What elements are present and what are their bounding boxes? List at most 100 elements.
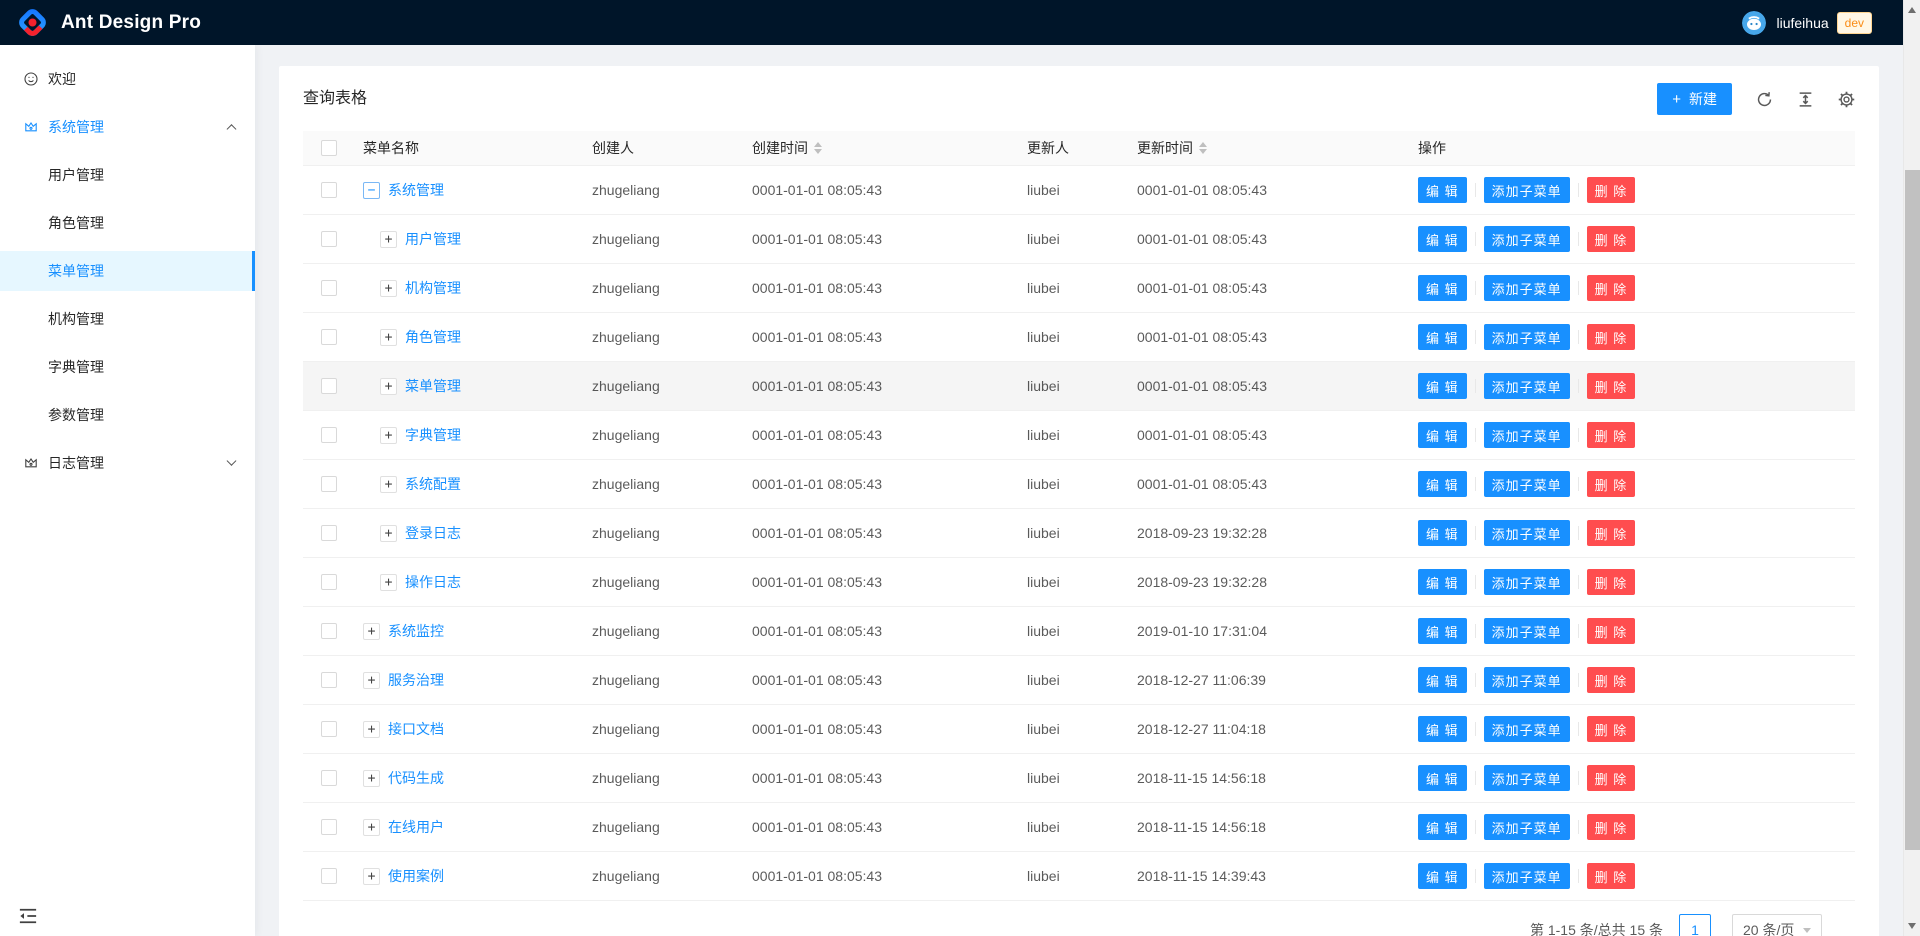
menu-name-link[interactable]: 系统管理 [388,182,444,198]
edit-button[interactable]: 编 辑 [1418,422,1467,448]
expand-icon[interactable]: + [363,769,380,787]
menu-name-link[interactable]: 系统配置 [405,476,461,492]
edit-button[interactable]: 编 辑 [1418,863,1467,889]
collapse-icon[interactable]: − [363,181,380,199]
edit-button[interactable]: 编 辑 [1418,226,1467,252]
vertical-scrollbar[interactable] [1903,0,1920,936]
row-checkbox[interactable] [321,525,337,541]
sidebar-item-机构管理[interactable]: 机构管理 [0,299,255,339]
menu-name-link[interactable]: 字典管理 [405,427,461,443]
add-submenu-button[interactable]: 添加子菜单 [1483,618,1570,644]
expand-icon[interactable]: + [380,573,397,591]
sorter-icon[interactable] [814,142,822,154]
menu-name-link[interactable]: 系统监控 [388,623,444,639]
expand-icon[interactable]: + [380,475,397,493]
expand-icon[interactable]: + [363,671,380,689]
menu-name-link[interactable]: 登录日志 [405,525,461,541]
row-checkbox[interactable] [321,182,337,198]
menu-name-link[interactable]: 服务治理 [388,672,444,688]
add-submenu-button[interactable]: 添加子菜单 [1483,471,1570,497]
row-checkbox[interactable] [321,770,337,786]
delete-button[interactable]: 删 除 [1586,324,1636,350]
edit-button[interactable]: 编 辑 [1418,520,1467,546]
menu-name-link[interactable]: 用户管理 [405,231,461,247]
scroll-up-icon[interactable] [1908,7,1916,13]
row-checkbox[interactable] [321,868,337,884]
sidebar-item-字典管理[interactable]: 字典管理 [0,347,255,387]
row-checkbox[interactable] [321,329,337,345]
expand-icon[interactable]: + [363,720,380,738]
add-submenu-button[interactable]: 添加子菜单 [1483,814,1570,840]
row-checkbox[interactable] [321,623,337,639]
delete-button[interactable]: 删 除 [1586,226,1636,252]
select-all-checkbox[interactable] [321,140,337,156]
add-submenu-button[interactable]: 添加子菜单 [1483,520,1570,546]
edit-button[interactable]: 编 辑 [1418,765,1467,791]
add-submenu-button[interactable]: 添加子菜单 [1483,324,1570,350]
expand-icon[interactable]: + [380,377,397,395]
add-submenu-button[interactable]: 添加子菜单 [1483,765,1570,791]
menu-name-link[interactable]: 接口文档 [388,721,444,737]
sidebar-item-日志管理[interactable]: 日志管理 [0,443,255,483]
add-submenu-button[interactable]: 添加子菜单 [1483,275,1570,301]
sorter-icon[interactable] [1199,142,1207,154]
sidebar-item-欢迎[interactable]: 欢迎 [0,59,255,99]
app-logo[interactable]: Ant Design Pro [16,6,201,39]
expand-icon[interactable]: + [363,818,380,836]
column-header[interactable]: 更新时间 [1129,138,1410,158]
row-checkbox[interactable] [321,231,337,247]
scrollbar-thumb[interactable] [1905,170,1920,850]
expand-icon[interactable]: + [380,426,397,444]
delete-button[interactable]: 删 除 [1586,618,1636,644]
row-checkbox[interactable] [321,476,337,492]
column-header[interactable]: 创建时间 [744,138,1019,158]
add-submenu-button[interactable]: 添加子菜单 [1483,716,1570,742]
delete-button[interactable]: 删 除 [1586,471,1636,497]
sidebar-item-用户管理[interactable]: 用户管理 [0,155,255,195]
delete-button[interactable]: 删 除 [1586,716,1636,742]
add-submenu-button[interactable]: 添加子菜单 [1483,373,1570,399]
menu-name-link[interactable]: 机构管理 [405,280,461,296]
row-checkbox[interactable] [321,721,337,737]
delete-button[interactable]: 删 除 [1586,177,1636,203]
delete-button[interactable]: 删 除 [1586,275,1636,301]
edit-button[interactable]: 编 辑 [1418,324,1467,350]
menu-name-link[interactable]: 使用案例 [388,868,444,884]
edit-button[interactable]: 编 辑 [1418,569,1467,595]
add-submenu-button[interactable]: 添加子菜单 [1483,422,1570,448]
row-checkbox[interactable] [321,427,337,443]
sidebar-item-系统管理[interactable]: 系统管理 [0,107,255,147]
delete-button[interactable]: 删 除 [1586,569,1636,595]
delete-button[interactable]: 删 除 [1586,863,1636,889]
delete-button[interactable]: 删 除 [1586,667,1636,693]
sidebar-item-菜单管理[interactable]: 菜单管理 [0,251,255,291]
expand-icon[interactable]: + [380,328,397,346]
settings-icon[interactable] [1838,91,1855,108]
row-checkbox[interactable] [321,378,337,394]
user-menu[interactable]: liufeihua dev [1742,10,1872,35]
expand-icon[interactable]: + [363,622,380,640]
add-submenu-button[interactable]: 添加子菜单 [1483,226,1570,252]
delete-button[interactable]: 删 除 [1586,520,1636,546]
add-submenu-button[interactable]: 添加子菜单 [1483,177,1570,203]
delete-button[interactable]: 删 除 [1586,814,1636,840]
expand-icon[interactable]: + [380,230,397,248]
delete-button[interactable]: 删 除 [1586,422,1636,448]
expand-icon[interactable]: + [380,279,397,297]
add-submenu-button[interactable]: 添加子菜单 [1483,863,1570,889]
edit-button[interactable]: 编 辑 [1418,471,1467,497]
edit-button[interactable]: 编 辑 [1418,618,1467,644]
user-avatar[interactable] [1742,10,1767,35]
expand-icon[interactable]: + [363,867,380,885]
menu-name-link[interactable]: 在线用户 [388,819,444,835]
row-checkbox[interactable] [321,280,337,296]
scroll-down-icon[interactable] [1908,923,1916,929]
menu-name-link[interactable]: 角色管理 [405,329,461,345]
delete-button[interactable]: 删 除 [1586,373,1636,399]
row-checkbox[interactable] [321,574,337,590]
edit-button[interactable]: 编 辑 [1418,667,1467,693]
add-submenu-button[interactable]: 添加子菜单 [1483,569,1570,595]
row-checkbox[interactable] [321,672,337,688]
pagination-page-1[interactable]: 1 [1679,914,1711,936]
edit-button[interactable]: 编 辑 [1418,814,1467,840]
